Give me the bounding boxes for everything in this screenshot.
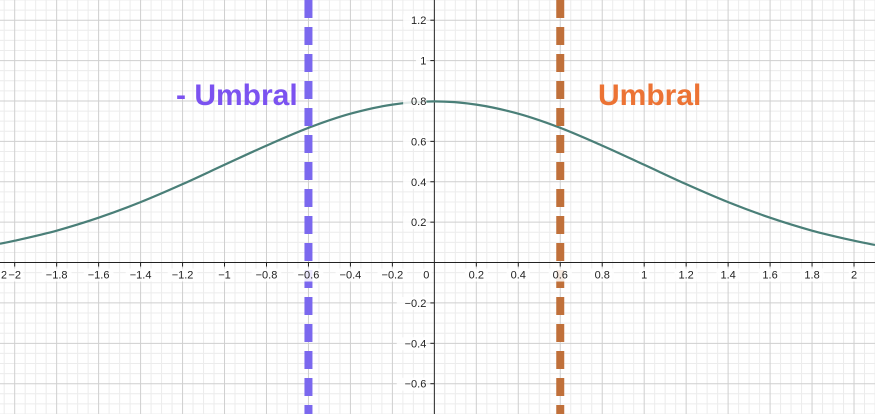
x-tick-label-edge: 2 (1, 270, 7, 282)
x-tick-label: 2 (851, 270, 857, 282)
x-tick-label: −2 (8, 270, 21, 282)
x-tick-label-edge-bg (0, 268, 10, 282)
x-tick-label-bg (6, 268, 24, 282)
y-tick-label-bg (396, 296, 427, 310)
x-tick-label: 1.4 (720, 270, 735, 282)
x-tick-label-bg (674, 268, 698, 282)
curve-series-0 (0, 100, 875, 247)
y-tick-label: 0.4 (411, 177, 426, 189)
x-tick-label-bg (590, 268, 614, 282)
x-tick-label-bg (848, 268, 860, 282)
x-tick-label: −1.2 (172, 270, 194, 282)
x-tick-label-bg (251, 268, 282, 282)
x-tick-label-bg (638, 268, 650, 282)
y-tick-label-bg (403, 14, 427, 28)
x-tick-label: −0.6 (298, 270, 320, 282)
x-tick-label-bg (548, 268, 572, 282)
y-tick-label-bg (403, 175, 427, 189)
x-tick-label-bg (83, 268, 114, 282)
y-tick-label-bg (396, 377, 427, 391)
x-tick-label: −0.4 (340, 270, 362, 282)
x-tick-label-bg (125, 268, 156, 282)
y-tick-label: 0.2 (411, 217, 426, 229)
y-tick-label-bg (396, 337, 427, 351)
y-tick-label-bg (403, 94, 427, 108)
y-tick-label-bg (403, 216, 427, 230)
y-tick-label: 1.2 (411, 15, 426, 27)
y-tick-label: −0.4 (405, 338, 427, 350)
x-tick-label-bg (167, 268, 198, 282)
x-tick-label: −0.8 (256, 270, 278, 282)
x-tick-label: 0.4 (511, 270, 526, 282)
tick-labels: 2 −2 −1.8 −1.6 −1.4 −1.2 −1 −0.8 −0.6 −0.4 −0.2 0.2… (0, 14, 860, 391)
threshold-lines (304, 0, 565, 414)
left-threshold-label: - Umbral (176, 79, 298, 112)
x-tick-label: −1.6 (88, 270, 110, 282)
x-tick-label: −0.2 (382, 270, 404, 282)
y-tick-label: 0.8 (411, 96, 426, 108)
x-tick-label: 1.2 (679, 270, 694, 282)
x-tick-label: 0.8 (595, 270, 610, 282)
right-threshold-label: Umbral (598, 79, 701, 112)
x-tick-label: −1.8 (46, 270, 68, 282)
x-tick-label-bg (800, 268, 824, 282)
x-tick-label-bg (377, 268, 408, 282)
y-tick-label: −0.6 (405, 379, 427, 391)
x-tick-label: 0.6 (553, 270, 568, 282)
y-tick-label: 0.6 (411, 136, 426, 148)
x-tick-label: 0.2 (469, 270, 484, 282)
x-tick-label: −1 (218, 270, 231, 282)
x-tick-label: −1.4 (130, 270, 152, 282)
x-tick-label-bg (335, 268, 366, 282)
y-tick-label-bg (403, 135, 427, 149)
x-tick-label-bg (716, 268, 740, 282)
x-tick-label-bg (216, 268, 233, 282)
origin-label: 0 (423, 270, 429, 282)
origin-label-bg (421, 268, 432, 282)
x-tick-label-bg (293, 268, 324, 282)
y-tick-label: −0.2 (405, 298, 427, 310)
x-tick-label-bg (758, 268, 782, 282)
x-tick-label: 1.8 (804, 270, 819, 282)
x-tick-label-bg (41, 268, 72, 282)
series-layer (0, 100, 875, 247)
x-tick-label-bg (506, 268, 530, 282)
x-tick-label-bg (464, 268, 488, 282)
x-tick-label: 1 (641, 270, 647, 282)
y-tick-label: 1 (420, 56, 426, 68)
y-tick-label-bg (415, 54, 427, 68)
x-tick-label: 1.6 (762, 270, 777, 282)
